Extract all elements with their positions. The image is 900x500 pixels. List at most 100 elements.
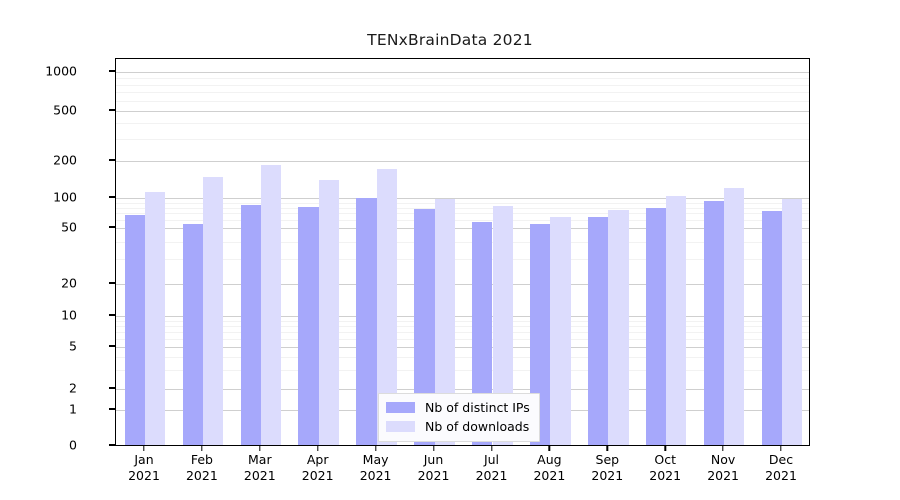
x-tick-year: 2021 [417,468,450,483]
x-axis-tick-mark [316,446,319,451]
legend-swatch-distinct-ips [386,402,415,413]
x-tick-year: 2021 [128,468,160,483]
y-axis-tick-label: 10 [61,307,77,323]
gridline-major [116,347,809,348]
bar-downloads [724,187,745,445]
bar-distinct-ips [240,205,261,445]
x-tick-month: Jan [134,452,154,467]
x-tick-month: Oct [654,452,676,467]
x-tick-month: Jun [423,452,444,467]
plot-area [115,58,810,446]
y-axis-tick-mark [109,444,115,446]
y-axis-tick-label: 50 [61,219,77,235]
x-tick-month: Nov [710,452,736,467]
gridline-minor [116,207,809,209]
x-axis-tick-label: Sep 2021 [591,452,623,484]
y-axis-tick-mark [109,387,115,389]
bar-distinct-ips [124,215,145,445]
bar-downloads [492,205,513,445]
gridline-minor [116,77,809,79]
bar-downloads [782,199,803,445]
gridline-major [116,72,809,73]
x-tick-month: Sep [595,452,620,467]
gridline-major [116,111,809,112]
bar-downloads [376,168,397,445]
y-axis-tick-mark [109,159,115,161]
gridline-minor [116,138,809,140]
x-tick-month: May [362,452,389,467]
x-axis-tick-label: Feb 2021 [186,452,218,484]
x-axis-tick-label: Oct 2021 [649,452,681,484]
x-tick-month: Apr [306,452,329,467]
gridline-minor [116,202,809,204]
x-axis-tick-label: May 2021 [360,452,392,484]
y-axis-tick-label: 20 [61,275,77,291]
gridline-minor [116,259,809,261]
x-tick-year: 2021 [649,468,682,483]
legend-item-downloads: Nb of downloads [386,417,530,436]
legend-label-distinct-ips: Nb of distinct IPs [425,400,530,415]
x-axis-tick-label: Apr 2021 [302,452,334,484]
bar-distinct-ips [761,211,783,445]
bar-distinct-ips [298,206,319,445]
x-axis-tick-mark [780,446,782,451]
x-axis-tick-mark [143,446,145,451]
gridline-major [116,316,809,317]
chart-legend: Nb of distinct IPs Nb of downloads [378,393,540,442]
gridline-minor [116,123,809,125]
x-tick-month: Aug [537,452,562,467]
gridline-minor [116,320,809,322]
y-axis-tick-label: 100 [53,189,77,205]
bar-downloads [608,209,629,445]
bar-distinct-ips [414,208,435,445]
x-axis-tick-mark [722,446,724,451]
gridline-major [116,284,809,285]
x-tick-year: 2021 [475,468,508,483]
x-tick-year: 2021 [185,468,218,483]
y-axis-tick-mark [109,70,115,72]
bar-distinct-ips [182,224,203,445]
y-axis-tick-label: 1 [69,401,77,417]
x-axis-tick-label: Aug 2021 [533,452,565,484]
gridline-minor [116,332,809,333]
x-axis-tick-label: Dec 2021 [765,452,797,484]
bar-downloads [202,177,224,445]
y-axis-tick-label: 500 [53,102,77,118]
x-axis-tick-label: Jun 2021 [418,452,450,484]
x-axis-tick-label: Jan 2021 [128,452,160,484]
bar-downloads [434,198,455,445]
x-axis-tick-mark [259,446,261,451]
legend-item-distinct-ips: Nb of distinct IPs [386,398,530,417]
gridline-major [116,161,809,162]
bar-downloads [318,180,339,445]
x-axis-tick-mark [432,446,435,451]
y-axis-tick-label: 0 [69,437,77,453]
x-axis-tick-mark [490,446,493,451]
x-axis-tick-mark [374,446,377,451]
chart-title: TENxBrainData 2021 [367,31,533,49]
y-axis-tick-label: 2 [69,380,77,396]
x-axis-tick-label: Jul 2021 [476,452,508,484]
gridline-minor [116,213,809,215]
y-axis-tick-mark [109,196,115,198]
x-tick-year: 2021 [707,468,739,483]
y-axis-tick-label: 5 [69,338,77,354]
x-tick-month: Mar [248,452,272,467]
gridline-minor [116,338,809,340]
x-tick-month: Jul [483,452,500,467]
y-axis-tick-label: 1000 [45,63,77,79]
x-tick-year: 2021 [301,468,334,483]
bar-distinct-ips [356,198,377,445]
x-axis-tick-label: Mar 2021 [244,452,276,484]
bar-distinct-ips [472,221,493,445]
gridline-minor [116,220,809,222]
plot-inner [116,59,809,445]
bar-downloads [666,196,687,445]
x-tick-year: 2021 [533,468,566,483]
gridline-minor [116,370,809,372]
legend-swatch-downloads [386,421,415,432]
gridline-minor [116,92,809,94]
x-axis-tick-mark [201,446,203,451]
x-tick-year: 2021 [243,468,276,483]
y-axis-tick-mark [109,226,115,228]
